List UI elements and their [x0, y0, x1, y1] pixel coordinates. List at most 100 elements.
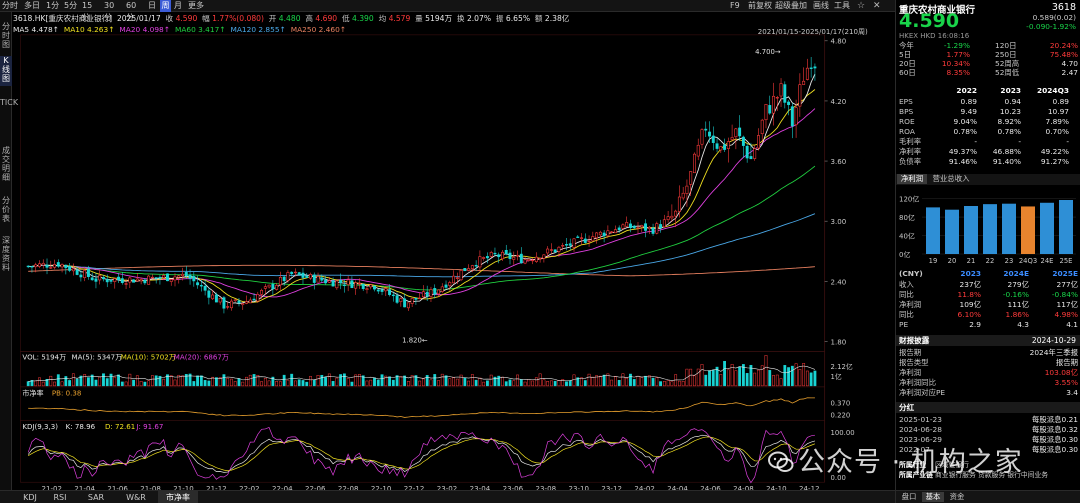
x-axis-label: 22-04 — [272, 484, 293, 493]
candle-body — [802, 80, 806, 85]
tf-intraday[interactable]: 分时 — [2, 1, 18, 10]
volume-bar — [670, 381, 674, 387]
volume-bar — [568, 380, 572, 387]
volume-bar — [278, 381, 282, 387]
chart-grid — [20, 34, 826, 483]
volume-bar — [90, 374, 94, 387]
tf-multiday[interactable]: 多日 — [24, 1, 40, 10]
fin-value: 8.92% — [997, 117, 1021, 126]
dividend-detail: 每股派息0.32 — [1031, 425, 1078, 434]
tf-month[interactable]: 月 — [174, 1, 182, 10]
tab-basic[interactable]: 基本 — [922, 492, 944, 502]
volume-bar — [342, 373, 346, 387]
nav-kline-chart[interactable]: K线图 — [0, 56, 12, 86]
forecast-value: 2.9 — [969, 320, 981, 329]
tab-revenue[interactable]: 营业总收入 — [932, 174, 970, 183]
candlesticks: 4.700→ 1.820← — [26, 48, 817, 344]
tab-kdj[interactable]: KDJ — [23, 493, 37, 502]
ma-legend-item: MA5 4.478↑ — [13, 25, 59, 34]
volume-bar — [595, 375, 599, 387]
volume-bar — [147, 380, 151, 387]
candle-body — [798, 84, 802, 107]
volume-bar — [177, 374, 181, 387]
tab-wr[interactable]: W&R — [126, 493, 146, 502]
tab-sar[interactable]: SAR — [87, 493, 105, 502]
adjust-button[interactable]: 前复权 — [748, 1, 772, 10]
nav-tick[interactable]: TICK — [0, 98, 18, 142]
volume-bar — [636, 375, 640, 387]
tf-60min[interactable]: 60分 — [126, 1, 137, 22]
candle-body — [229, 300, 233, 309]
industry-value[interactable]: 商业银行服务 贷款服务 银行中间业务 — [935, 471, 1049, 479]
volume-bar — [154, 375, 158, 387]
candle-body — [71, 268, 75, 272]
close-icon[interactable]: ✕ — [873, 1, 881, 11]
overlay-button[interactable]: 超级叠加 — [775, 1, 807, 10]
tf-30min[interactable]: 30分 — [104, 1, 115, 22]
nav-depth-data[interactable]: 深度资料 — [0, 236, 12, 276]
candle-body — [437, 289, 440, 295]
candle-body — [568, 243, 572, 246]
nav-intraday-chart[interactable]: 分时图 — [0, 22, 12, 52]
exchange-line: HKEX HKD 16:08:16 — [899, 32, 970, 40]
candle-body — [433, 288, 437, 295]
tab-net-profit[interactable]: 净利润 — [897, 174, 927, 184]
volume-bar — [214, 377, 218, 387]
candle-body — [305, 275, 309, 278]
amplitude-label: 振 — [495, 14, 504, 23]
candle-body — [455, 277, 459, 279]
tf-week[interactable]: 周 — [160, 0, 171, 12]
nav-price-table[interactable]: 分价表 — [0, 196, 12, 226]
candle-body — [519, 253, 523, 264]
tf-1min[interactable]: 1分 — [46, 1, 60, 10]
volume-bar — [681, 380, 685, 387]
tf-5min[interactable]: 5分 — [64, 1, 78, 10]
forecast-value: 1.86% — [1005, 310, 1029, 319]
volume-bar — [704, 374, 708, 387]
candle-body — [501, 251, 504, 260]
low-marker: 1.820← — [402, 336, 428, 344]
volume-bar — [53, 381, 56, 387]
tf-15min[interactable]: 15分 — [82, 1, 93, 22]
volume-bar — [354, 374, 358, 387]
dividend-date: 2025-01-23 — [899, 415, 942, 424]
perf-row: 5日 1.77% 250日 75.48% — [899, 50, 1078, 59]
volume-bar — [188, 373, 192, 387]
candle-body — [166, 273, 169, 282]
forecast-header: (CNY) — [899, 269, 923, 278]
volume-bar — [655, 377, 659, 387]
tf-more[interactable]: 更多 — [188, 1, 204, 10]
candle-body — [68, 266, 72, 271]
forecast-value: -0.16% — [1002, 290, 1029, 299]
x-axis-label: 24-06 — [700, 484, 721, 493]
x-axis-label: 21-10 — [173, 484, 194, 493]
volume-bar — [587, 373, 591, 387]
candle-body — [734, 128, 738, 138]
volume-bar — [94, 379, 98, 387]
volume-bar — [248, 374, 252, 387]
candle-body — [256, 293, 260, 302]
tab-rsi[interactable]: RSI — [53, 493, 67, 502]
industry-value[interactable]: 区域性银行 — [935, 461, 969, 469]
candle-body — [60, 264, 64, 268]
tab-capital[interactable]: 资金 — [949, 492, 965, 501]
tf-day[interactable]: 日 — [148, 1, 156, 10]
candle-body — [399, 298, 403, 302]
volume-bar — [222, 374, 226, 387]
drawline-button[interactable]: 画线 — [813, 1, 829, 10]
tab-pb[interactable]: 市净率 — [158, 491, 198, 503]
volume-bar — [580, 377, 583, 387]
kdj-label: KDJ(9,3,3) — [22, 422, 58, 431]
tab-order-book[interactable]: 盘口 — [901, 492, 917, 501]
profit-bar — [964, 206, 978, 254]
nav-price-table-label: 分价表 — [2, 196, 10, 223]
x-axis-label: 24-08 — [733, 484, 754, 493]
star-icon[interactable]: ☆ — [857, 1, 866, 11]
kline-chart[interactable]: 4.700→ 1.820← 4.80 4.20 3.60 3.00 2.40 1.80 VO… — [13, 27, 895, 495]
bar-x-label: 24Q3 — [1019, 257, 1037, 265]
f9-button[interactable]: F9 — [730, 1, 740, 10]
volume-bar — [98, 376, 102, 387]
tools-button[interactable]: 工具 — [834, 1, 850, 10]
nav-trade-detail[interactable]: 成交明细 — [0, 146, 12, 186]
indicator-tabs: KDJ RSI SAR W&R 市净率 — [0, 490, 895, 503]
